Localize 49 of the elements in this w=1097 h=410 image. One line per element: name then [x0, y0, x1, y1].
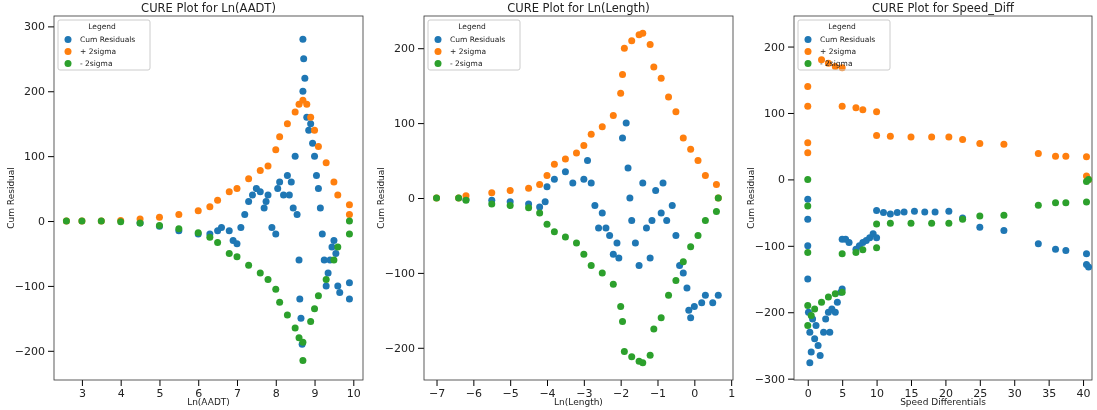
y-tick-label: −100 — [754, 239, 785, 253]
y-axis-title: Cum Residual — [6, 167, 16, 229]
x-tick-label: 15 — [904, 386, 919, 400]
y-tick-label: 200 — [24, 85, 45, 99]
x-tick-label: 1 — [728, 386, 736, 400]
y-tick-label: 100 — [394, 117, 415, 131]
x-tick-label: 0 — [691, 386, 699, 400]
y-axis-title: Cum Residual — [376, 167, 386, 229]
x-axis-title: Speed Differentials — [900, 397, 987, 407]
x-tick-label: 7 — [234, 386, 241, 400]
x-tick-label: −7 — [428, 386, 446, 400]
x-tick-label: 0 — [804, 386, 812, 400]
x-tick-label: −2 — [613, 386, 630, 400]
y-tick-label: 300 — [24, 20, 45, 34]
y-tick-label: −100 — [384, 266, 415, 280]
x-tick-label: 3 — [78, 386, 86, 400]
y-tick-label: 200 — [394, 42, 415, 56]
x-axis-title: Ln(AADT) — [187, 397, 230, 407]
y-tick-label: −200 — [754, 306, 785, 320]
x-tick-label: 30 — [1007, 386, 1022, 400]
y-tick-label: −200 — [384, 341, 415, 355]
x-tick-label: 4 — [117, 386, 125, 400]
y-tick-label: −100 — [14, 279, 45, 293]
x-tick-label: 10 — [346, 386, 361, 400]
x-tick-label: −1 — [649, 386, 667, 400]
x-tick-label: −3 — [576, 386, 593, 400]
x-tick-label: 5 — [839, 386, 847, 400]
x-tick-label: 40 — [1076, 386, 1091, 400]
chart-title: CURE Plot for Ln(Length) — [507, 1, 650, 15]
y-tick-label: 0 — [778, 173, 785, 187]
y-axis-title: Cum Residual — [746, 167, 756, 229]
x-tick-label: 5 — [156, 386, 164, 400]
chart-title: CURE Plot for Ln(AADT) — [141, 1, 276, 15]
y-tick-label: 200 — [764, 40, 785, 54]
y-tick-label: −300 — [754, 372, 785, 386]
x-tick-label: 8 — [272, 386, 280, 400]
y-tick-label: 100 — [764, 107, 785, 120]
y-tick-label: 0 — [408, 192, 415, 206]
x-tick-label: 9 — [311, 386, 319, 400]
y-tick-label: 0 — [38, 215, 45, 229]
x-tick-label: −4 — [539, 386, 556, 400]
y-tick-label: −200 — [14, 344, 45, 358]
y-tick-label: 100 — [24, 150, 45, 164]
x-tick-label: 35 — [1042, 386, 1057, 400]
x-axis-title: Ln(Length) — [554, 397, 603, 407]
x-tick-label: −5 — [502, 386, 519, 400]
x-tick-label: −6 — [465, 386, 482, 400]
chart-title: CURE Plot for Speed_Diff — [872, 1, 1016, 15]
x-tick-label: 10 — [870, 386, 885, 400]
